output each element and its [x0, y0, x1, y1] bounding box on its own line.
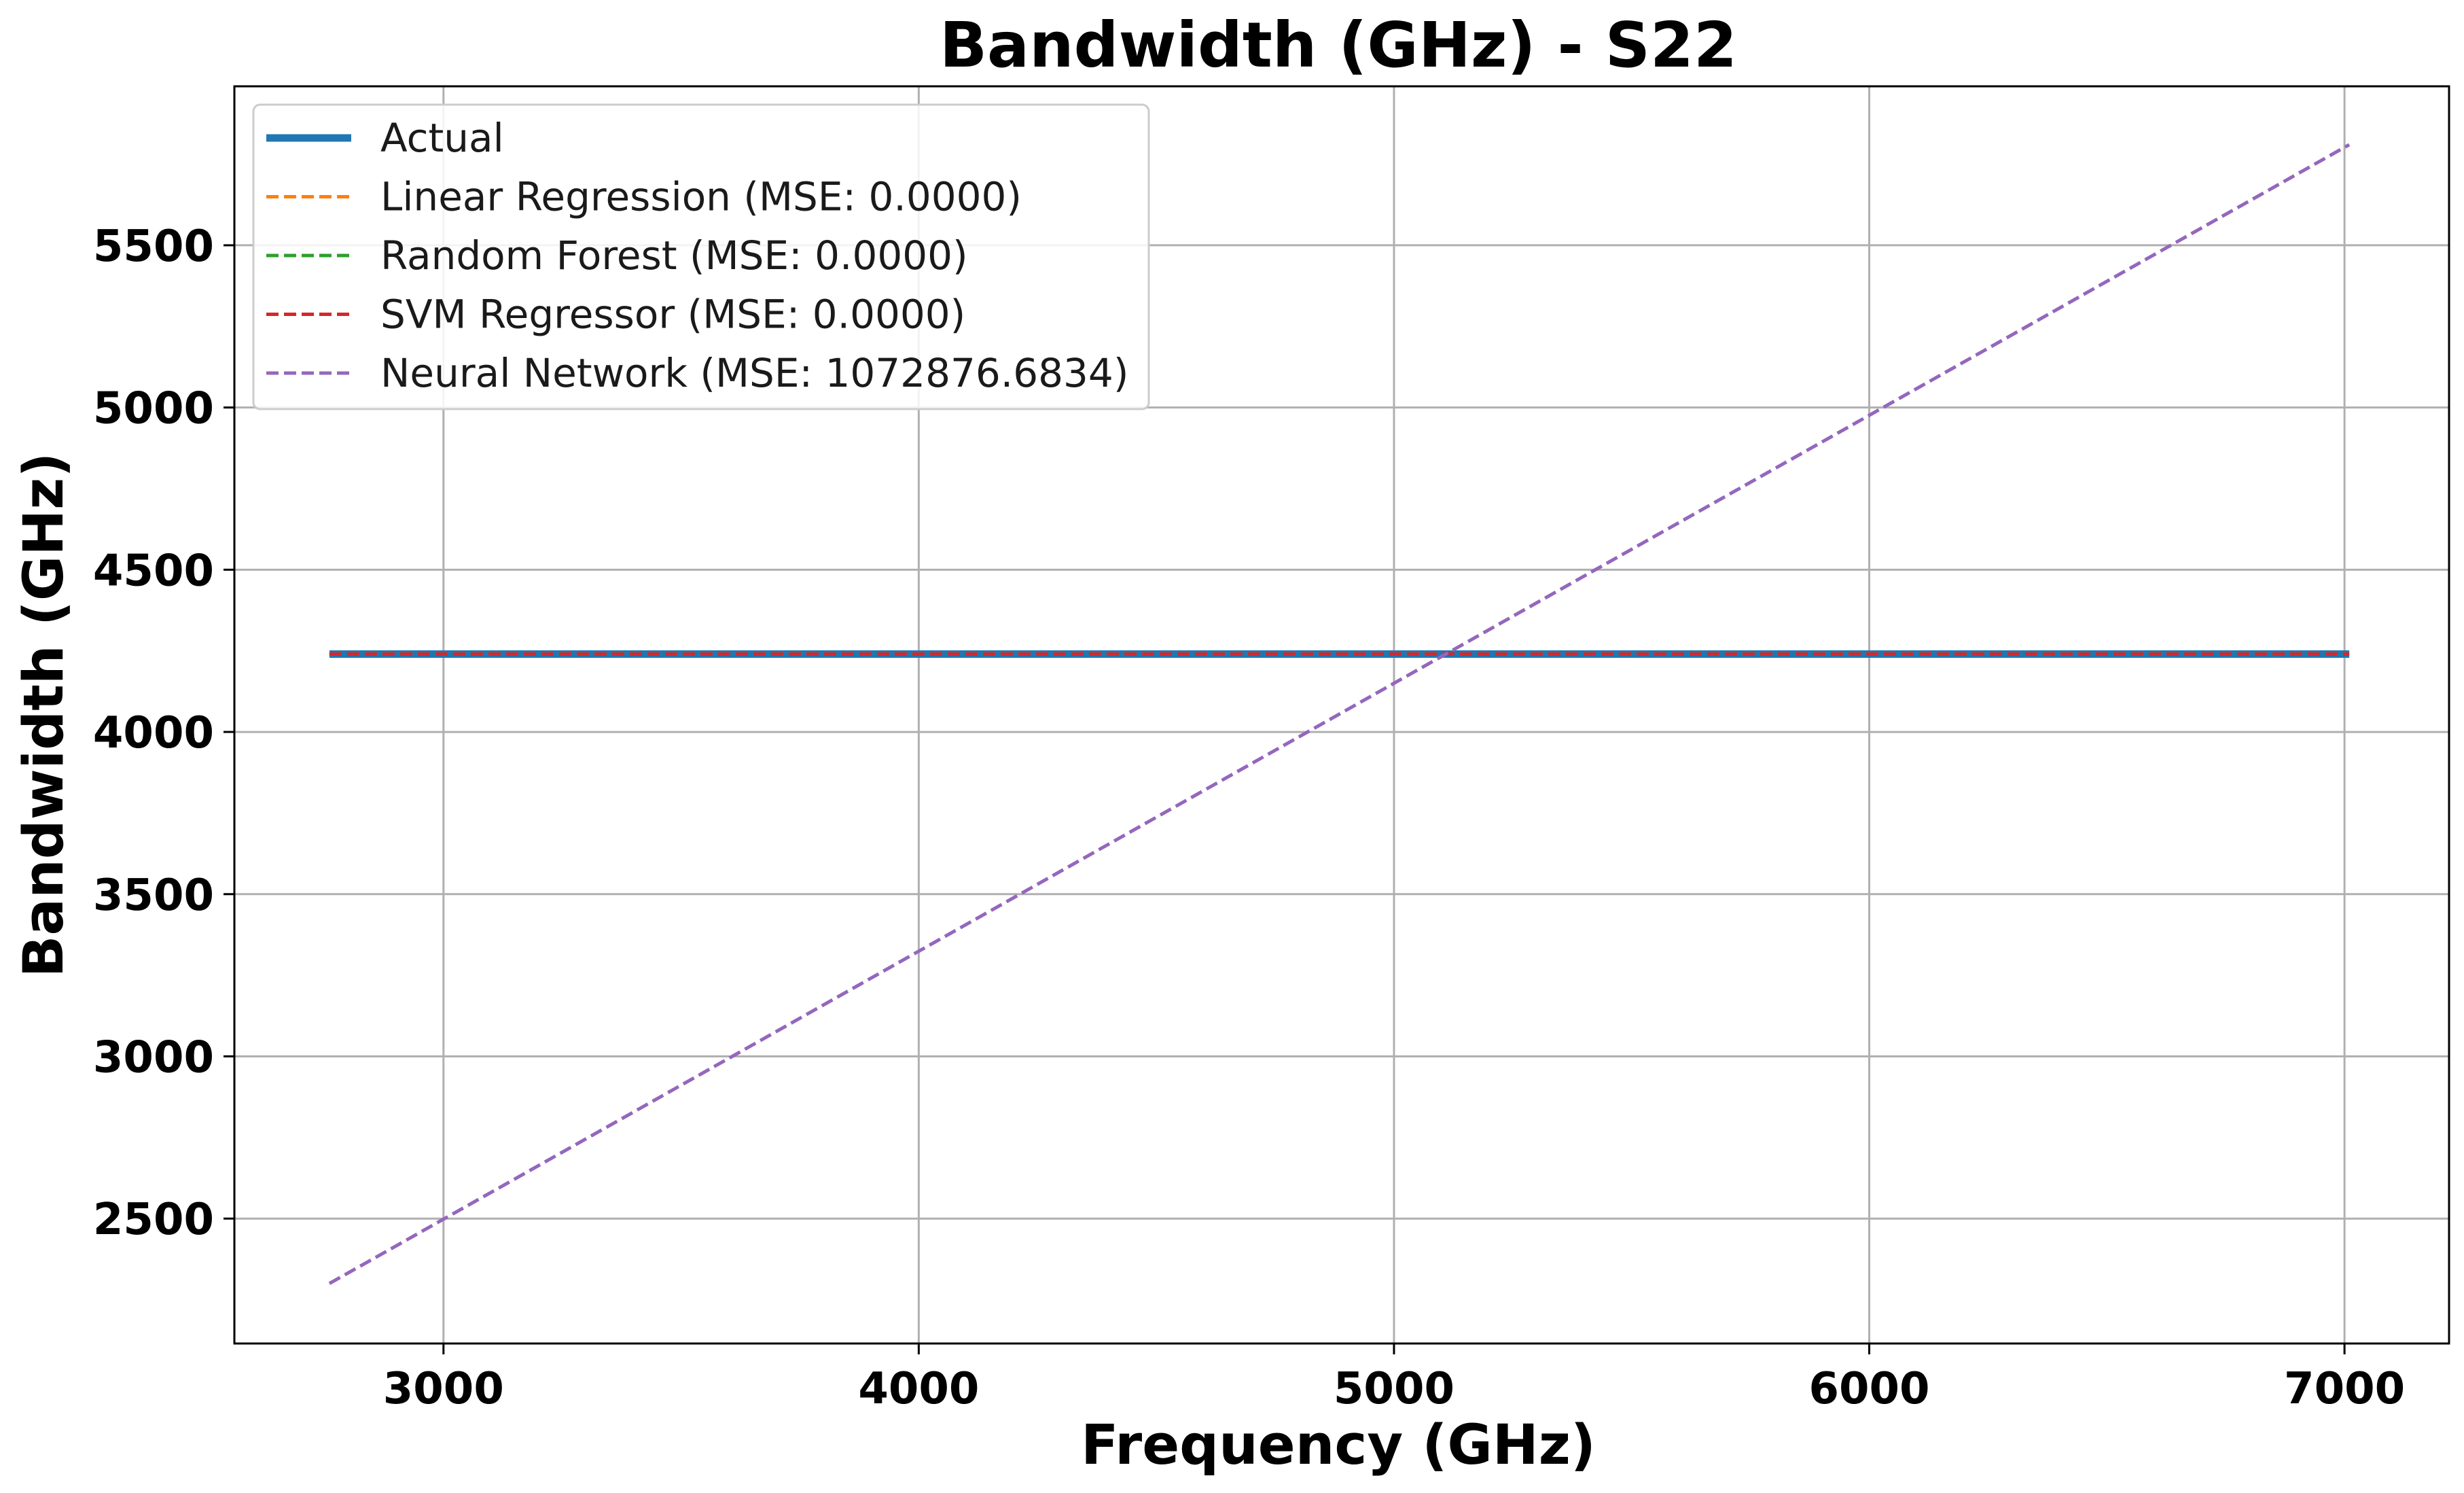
- plot-area: [233, 85, 2450, 1345]
- legend-label: Actual: [380, 115, 504, 161]
- chart-title: Bandwidth (GHz) - S22: [940, 9, 1737, 82]
- series-line-neural-network: [328, 143, 2351, 1285]
- x-axis-label: Frequency (GHz): [1081, 1413, 1596, 1477]
- x-tick-label: 7000: [2284, 1364, 2405, 1414]
- y-axis: 2500 3000 3500 4000 4500 5000 5500: [93, 222, 234, 1245]
- legend-label: Linear Regression (MSE: 0.0000): [380, 174, 1022, 220]
- grid: [234, 86, 2449, 1343]
- y-tick-label: 5000: [93, 384, 214, 434]
- legend-box: [252, 103, 1150, 410]
- y-tick-label: 5500: [93, 222, 214, 272]
- x-tick-label: 6000: [1808, 1364, 1929, 1414]
- legend-label: Random Forest (MSE: 0.0000): [380, 232, 968, 279]
- legend-label: SVM Regressor (MSE: 0.0000): [380, 292, 965, 338]
- x-axis: 3000 4000 5000 6000 7000: [383, 1343, 2405, 1414]
- y-tick-label: 3000: [93, 1032, 214, 1083]
- legend: Actual Linear Regression (MSE: 0.0000) Ran…: [252, 103, 1150, 410]
- y-tick-label: 4000: [93, 708, 214, 758]
- y-tick-label: 2500: [93, 1195, 214, 1245]
- y-tick-label: 4500: [93, 546, 214, 596]
- y-tick-label: 3500: [93, 871, 214, 921]
- x-tick-label: 4000: [858, 1364, 979, 1414]
- y-axis-label: Bandwidth (GHz): [12, 453, 76, 978]
- series-layer: [328, 143, 2351, 1285]
- legend-label: Neural Network (MSE: 1072876.6834): [380, 350, 1128, 396]
- x-tick-label: 3000: [383, 1364, 504, 1414]
- x-tick-label: 5000: [1334, 1364, 1454, 1414]
